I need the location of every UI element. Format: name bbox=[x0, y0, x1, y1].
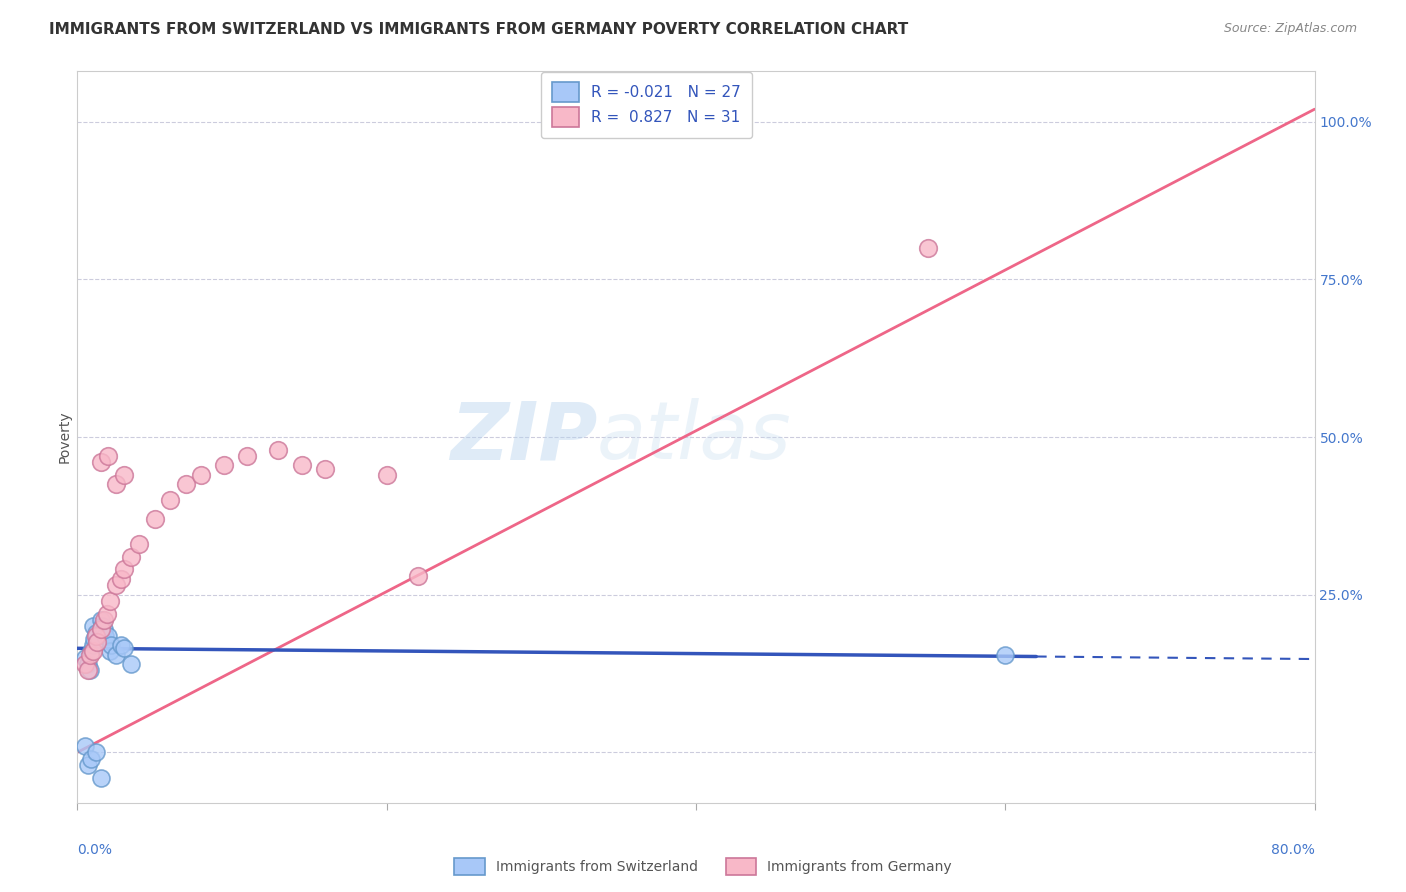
Point bbox=[105, 648, 128, 662]
Point bbox=[75, 739, 96, 753]
Point bbox=[97, 449, 120, 463]
Point bbox=[375, 467, 398, 482]
Point bbox=[97, 629, 120, 643]
Point bbox=[112, 562, 135, 576]
Point bbox=[994, 648, 1017, 662]
Text: 80.0%: 80.0% bbox=[1271, 843, 1315, 857]
Point bbox=[75, 657, 96, 671]
Legend: R = -0.021   N = 27, R =  0.827   N = 31: R = -0.021 N = 27, R = 0.827 N = 31 bbox=[541, 71, 752, 137]
Point bbox=[77, 664, 100, 678]
Point bbox=[84, 745, 107, 759]
Point bbox=[917, 241, 939, 255]
Point bbox=[87, 632, 110, 646]
Point bbox=[105, 578, 128, 592]
Point bbox=[291, 458, 314, 473]
Point bbox=[105, 477, 128, 491]
Point bbox=[159, 493, 181, 508]
Point bbox=[91, 619, 114, 633]
Text: atlas: atlas bbox=[598, 398, 792, 476]
Point bbox=[190, 467, 212, 482]
Point bbox=[86, 635, 108, 649]
Point bbox=[112, 467, 135, 482]
Text: 0.0%: 0.0% bbox=[77, 843, 112, 857]
Point bbox=[110, 638, 132, 652]
Point bbox=[267, 442, 290, 457]
Text: ZIP: ZIP bbox=[450, 398, 598, 476]
Point bbox=[314, 461, 336, 475]
Point bbox=[98, 644, 121, 658]
Point bbox=[112, 641, 135, 656]
Point bbox=[79, 648, 101, 662]
Point bbox=[121, 657, 143, 671]
Point bbox=[79, 664, 101, 678]
Point bbox=[90, 623, 112, 637]
Legend: Immigrants from Switzerland, Immigrants from Germany: Immigrants from Switzerland, Immigrants … bbox=[449, 853, 957, 880]
Point bbox=[90, 455, 112, 469]
Point bbox=[96, 607, 118, 621]
Point bbox=[80, 644, 103, 658]
Point bbox=[93, 623, 115, 637]
Point bbox=[90, 613, 112, 627]
Point bbox=[82, 638, 104, 652]
Point bbox=[214, 458, 236, 473]
Point bbox=[82, 644, 104, 658]
Point bbox=[84, 629, 107, 643]
Point bbox=[406, 569, 429, 583]
Point bbox=[80, 752, 103, 766]
Point bbox=[86, 635, 108, 649]
Point bbox=[94, 629, 117, 643]
Point bbox=[90, 771, 112, 785]
Point bbox=[128, 537, 150, 551]
Point bbox=[121, 549, 143, 564]
Point bbox=[82, 619, 104, 633]
Text: Source: ZipAtlas.com: Source: ZipAtlas.com bbox=[1223, 22, 1357, 36]
Point bbox=[75, 650, 96, 665]
Point bbox=[236, 449, 259, 463]
Point bbox=[110, 572, 132, 586]
Point bbox=[143, 512, 166, 526]
Y-axis label: Poverty: Poverty bbox=[58, 411, 72, 463]
Point bbox=[77, 657, 100, 671]
Text: IMMIGRANTS FROM SWITZERLAND VS IMMIGRANTS FROM GERMANY POVERTY CORRELATION CHART: IMMIGRANTS FROM SWITZERLAND VS IMMIGRANT… bbox=[49, 22, 908, 37]
Point bbox=[174, 477, 197, 491]
Point bbox=[98, 594, 121, 608]
Point bbox=[100, 638, 122, 652]
Point bbox=[84, 625, 107, 640]
Point bbox=[77, 758, 100, 772]
Point bbox=[83, 632, 105, 646]
Point bbox=[93, 613, 115, 627]
